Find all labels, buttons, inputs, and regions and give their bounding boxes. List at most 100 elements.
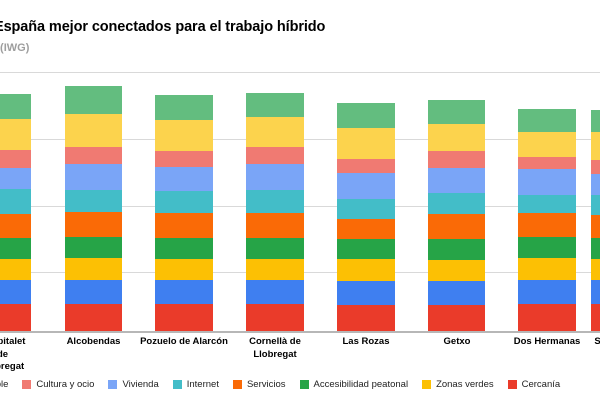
bar-segment-zonas-verdes[interactable] (0, 259, 31, 280)
bar-segment-accesibilidad[interactable] (337, 239, 395, 259)
bar-segment-flexible[interactable] (246, 280, 304, 304)
bar-segment-zonas-verdes-2[interactable] (591, 132, 600, 160)
bar-segment-zonas-verdes[interactable] (337, 259, 395, 281)
bar-segment-flexible[interactable] (591, 280, 600, 304)
bar-segment-cercania[interactable] (0, 304, 31, 332)
bar-segment-accesibilidad-2[interactable] (591, 110, 600, 132)
bar-segment-internet[interactable] (0, 189, 31, 214)
bar-1[interactable] (65, 86, 122, 332)
bar-segment-accesibilidad[interactable] (65, 237, 122, 258)
bar-segment-internet[interactable] (337, 199, 395, 219)
bar-segment-accesibilidad[interactable] (0, 238, 31, 259)
bar-segment-cultura-ocio[interactable] (0, 150, 31, 168)
bar-segment-cercania[interactable] (337, 305, 395, 332)
bar-segment-accesibilidad[interactable] (518, 237, 576, 258)
legend-item-5[interactable]: Accesibilidad peatonal (299, 379, 408, 390)
bar-segment-servicios[interactable] (337, 219, 395, 239)
bar-segment-cultura-ocio[interactable] (428, 151, 485, 168)
bar-segment-flexible[interactable] (65, 280, 122, 304)
legend-item-2[interactable]: Vivienda (108, 379, 159, 390)
bar-segment-zonas-verdes[interactable] (428, 260, 485, 281)
legend-item-6[interactable]: Zonas verdes (422, 379, 494, 390)
bar-segment-zonas-verdes-2[interactable] (428, 124, 485, 151)
bar-0[interactable] (0, 94, 31, 332)
bar-segment-zonas-verdes[interactable] (591, 259, 600, 280)
legend-item-1[interactable]: Cultura y ocio (22, 379, 94, 390)
bar-segment-zonas-verdes[interactable] (246, 259, 304, 280)
bar-segment-servicios[interactable] (0, 214, 31, 238)
bar-2[interactable] (155, 95, 213, 332)
bar-segment-internet[interactable] (518, 195, 576, 213)
legend-item-4[interactable]: Servicios (232, 378, 286, 390)
bar-segment-zonas-verdes-2[interactable] (337, 128, 395, 159)
bar-segment-servicios[interactable] (518, 213, 576, 237)
bar-7[interactable] (591, 110, 600, 332)
bar-segment-vivienda[interactable] (65, 164, 122, 190)
bar-segment-flexible[interactable] (155, 280, 213, 304)
bar-segment-zonas-verdes[interactable] (155, 259, 213, 280)
bar-segment-vivienda[interactable] (155, 167, 213, 191)
bar-segment-vivienda[interactable] (246, 164, 304, 190)
bar-segment-internet[interactable] (155, 191, 213, 213)
legend-item-3[interactable]: Internet (172, 378, 219, 390)
bar-segment-accesibilidad-2[interactable] (246, 93, 304, 117)
bar-segment-cercania[interactable] (65, 304, 122, 332)
bar-segment-accesibilidad-2[interactable] (0, 94, 31, 119)
bar-segment-zonas-verdes-2[interactable] (155, 120, 213, 151)
bar-segment-servicios[interactable] (428, 214, 485, 239)
legend-label: Internet (186, 378, 219, 390)
legend-label: Servicios (246, 378, 286, 390)
bar-segment-servicios[interactable] (246, 213, 304, 238)
bar-segment-cultura-ocio[interactable] (65, 147, 122, 164)
bar-segment-vivienda[interactable] (337, 173, 395, 199)
bar-segment-accesibilidad[interactable] (428, 239, 485, 260)
bar-segment-cercania[interactable] (591, 304, 600, 332)
bar-segment-zonas-verdes[interactable] (65, 258, 122, 280)
bar-segment-accesibilidad-2[interactable] (518, 109, 576, 132)
bar-segment-flexible[interactable] (428, 281, 485, 305)
bar-segment-vivienda[interactable] (591, 174, 600, 195)
bar-segment-vivienda[interactable] (428, 168, 485, 193)
bar-segment-cercania[interactable] (518, 304, 576, 332)
bar-segment-cultura-ocio[interactable] (155, 151, 213, 167)
legend-label: Cercanía (521, 378, 561, 390)
bar-segment-cercania[interactable] (246, 304, 304, 332)
bar-segment-internet[interactable] (591, 195, 600, 215)
bar-segment-accesibilidad[interactable] (591, 238, 600, 259)
bar-5[interactable] (428, 100, 485, 332)
bar-segment-cercania[interactable] (155, 304, 213, 332)
bar-segment-flexible[interactable] (0, 280, 31, 304)
bar-segment-servicios[interactable] (155, 213, 213, 238)
bar-segment-servicios[interactable] (591, 215, 600, 238)
x-axis-label-line: Alcobendas (66, 336, 121, 347)
bar-3[interactable] (246, 93, 304, 332)
bar-segment-cultura-ocio[interactable] (337, 159, 395, 173)
bar-segment-servicios[interactable] (65, 212, 122, 237)
bar-6[interactable] (518, 109, 576, 332)
bar-segment-internet[interactable] (428, 193, 485, 214)
bar-segment-cultura-ocio[interactable] (246, 147, 304, 164)
bar-segment-zonas-verdes-2[interactable] (518, 132, 576, 157)
bar-segment-internet[interactable] (65, 190, 122, 212)
bar-segment-accesibilidad[interactable] (155, 238, 213, 259)
bar-segment-internet[interactable] (246, 190, 304, 213)
bar-segment-cercania[interactable] (428, 305, 485, 332)
bar-segment-zonas-verdes[interactable] (518, 258, 576, 280)
bar-segment-vivienda[interactable] (0, 168, 31, 189)
legend-item-7[interactable]: Cercanía (507, 378, 561, 390)
bar-segment-accesibilidad-2[interactable] (155, 95, 213, 120)
bar-segment-flexible[interactable] (518, 280, 576, 304)
bar-segment-cultura-ocio[interactable] (591, 160, 600, 174)
bar-segment-accesibilidad-2[interactable] (65, 86, 122, 114)
bar-segment-flexible[interactable] (337, 281, 395, 305)
bar-4[interactable] (337, 103, 395, 332)
legend-item-0[interactable]: Centros de trabajo flexible (0, 379, 8, 390)
bar-segment-accesibilidad[interactable] (246, 238, 304, 259)
bar-segment-zonas-verdes-2[interactable] (0, 119, 31, 150)
bar-segment-vivienda[interactable] (518, 169, 576, 195)
bar-segment-accesibilidad-2[interactable] (337, 103, 395, 128)
bar-segment-zonas-verdes-2[interactable] (65, 114, 122, 147)
bar-segment-accesibilidad-2[interactable] (428, 100, 485, 124)
bar-segment-cultura-ocio[interactable] (518, 157, 576, 169)
bar-segment-zonas-verdes-2[interactable] (246, 117, 304, 147)
